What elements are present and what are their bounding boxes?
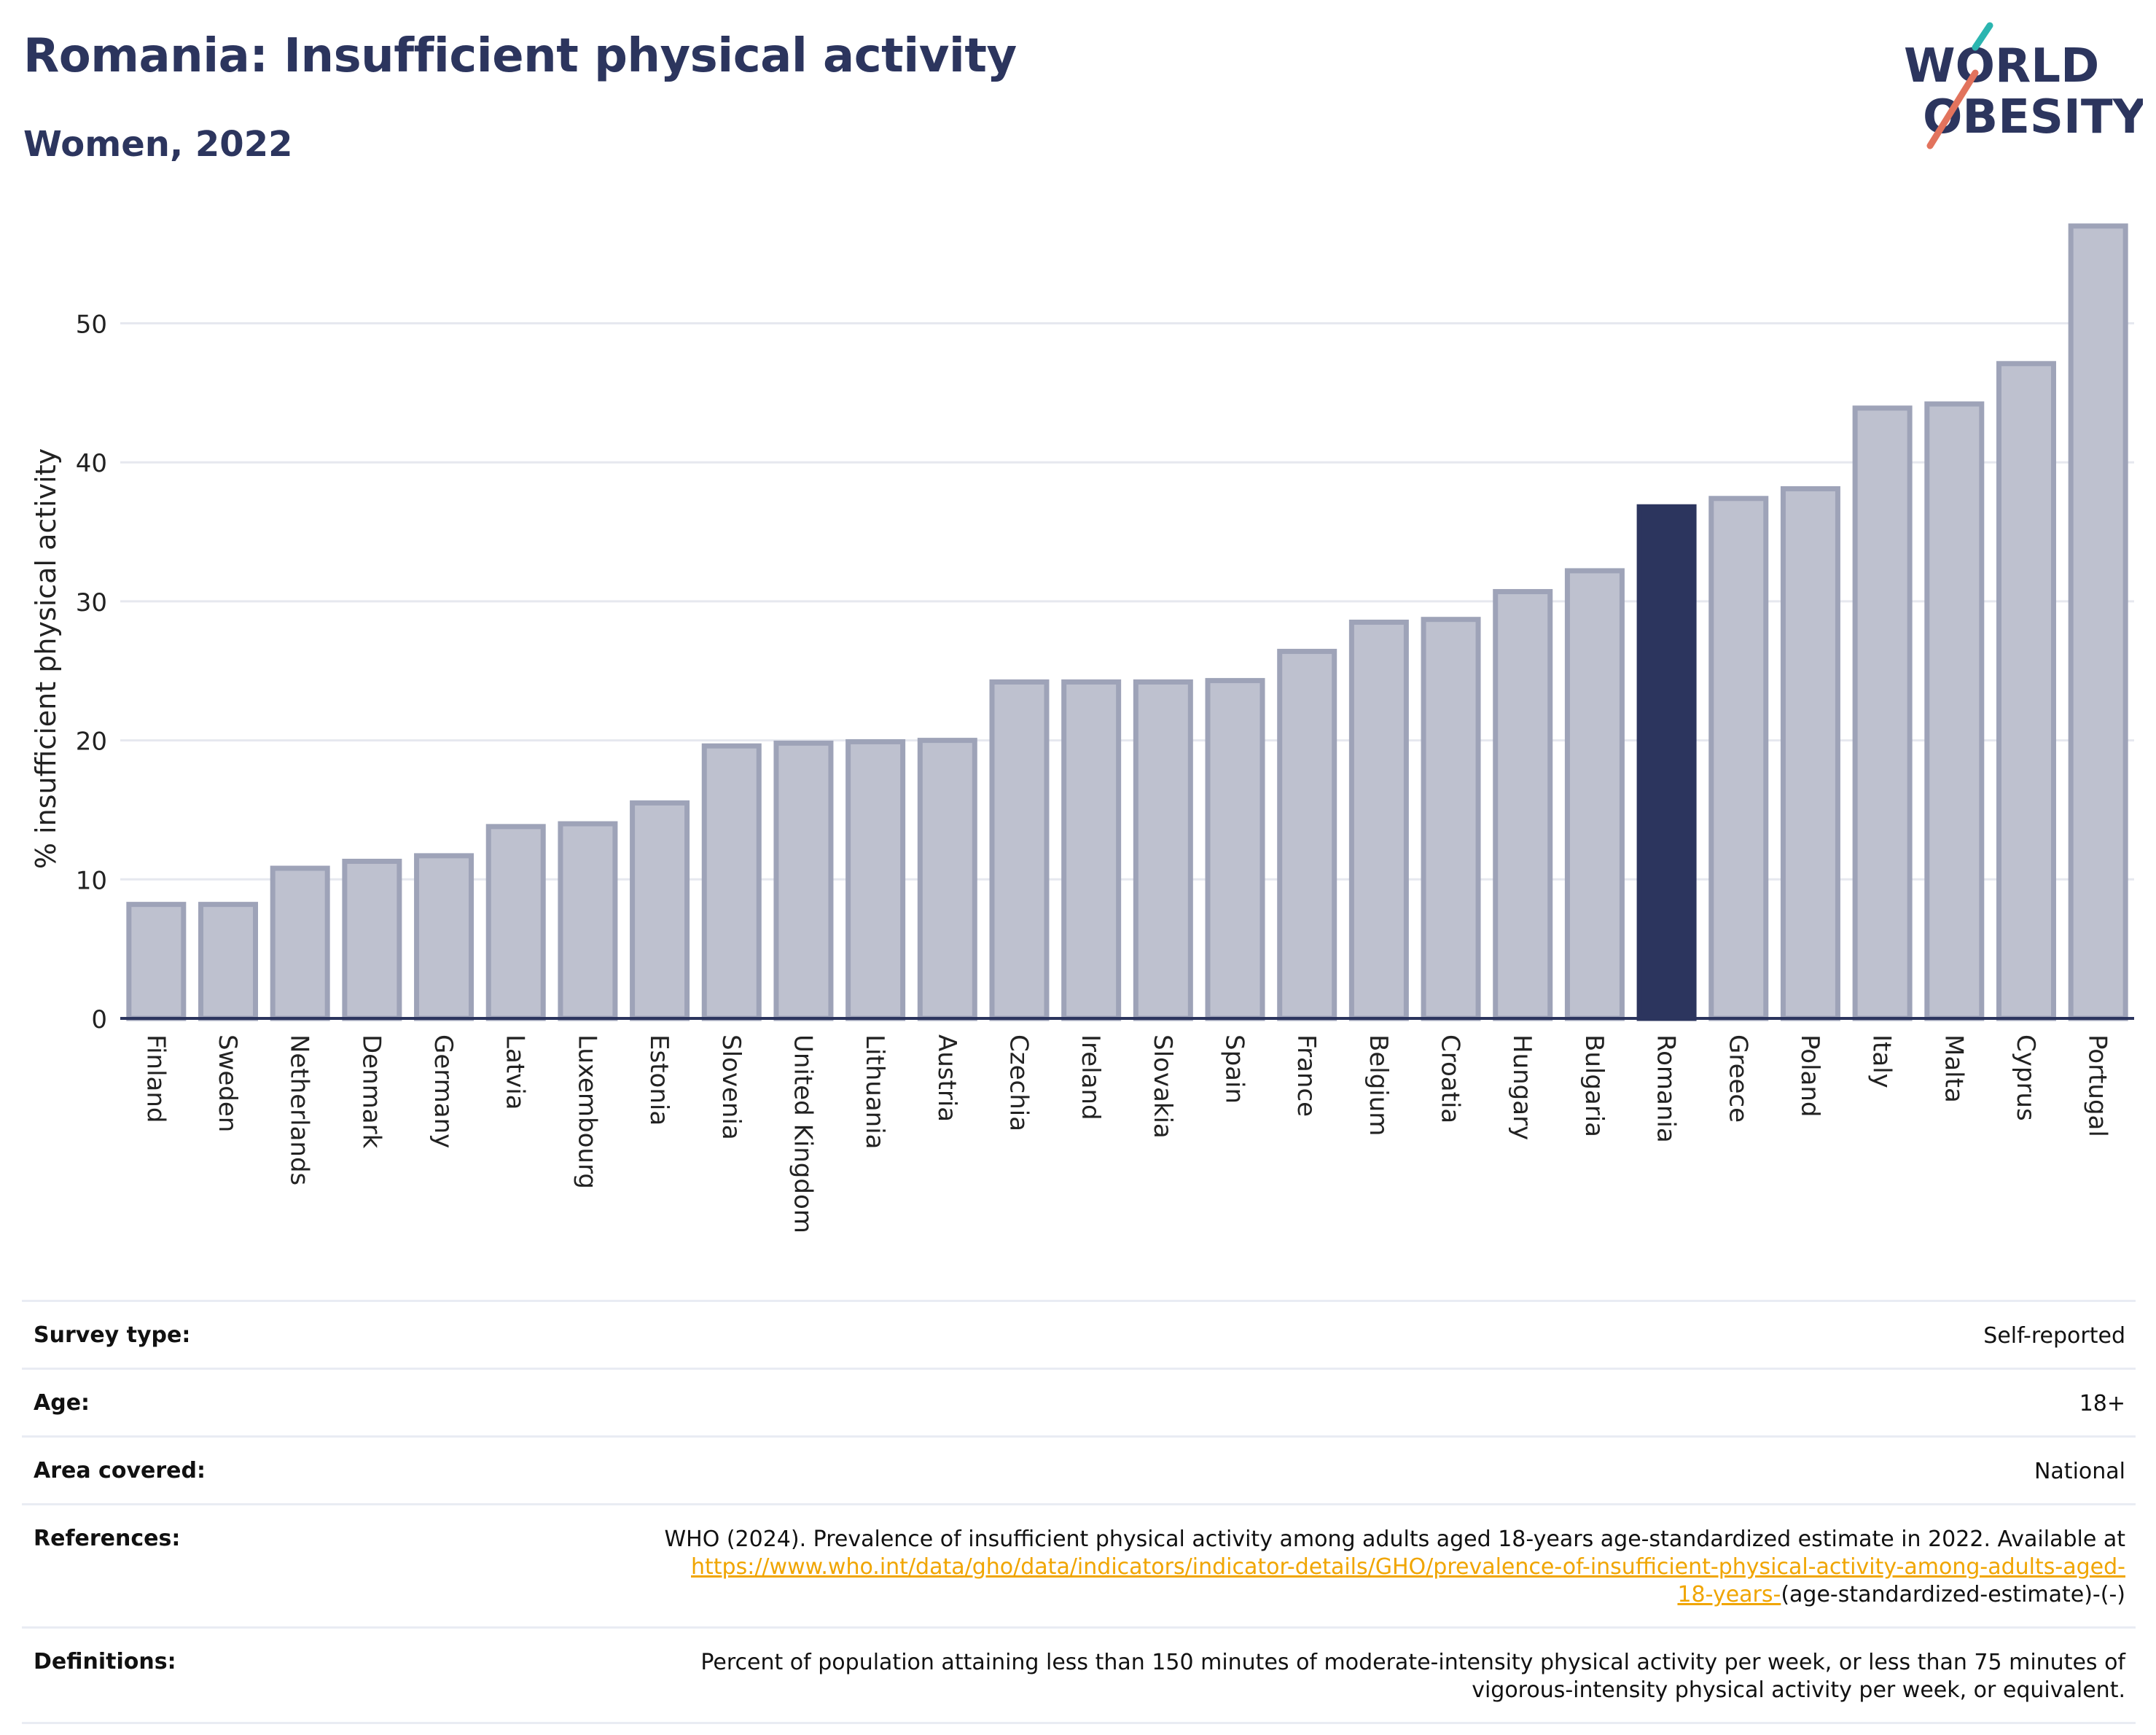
x-tick-label: Italy [1867, 1034, 1897, 1088]
info-row-definitions: Definitions: Percent of population attai… [22, 1626, 2136, 1724]
info-row-references: References: WHO (2024). Prevalence of in… [22, 1503, 2136, 1626]
y-tick-label: 10 [76, 866, 107, 895]
bar-france [1277, 649, 1337, 1021]
bar-spain [1205, 678, 1265, 1021]
definitions-value: Percent of population attaining less tha… [700, 1649, 2125, 1704]
bar-luxembourg [558, 821, 618, 1021]
bar-romania [1636, 504, 1697, 1021]
references-label: References: [34, 1526, 181, 1551]
x-tick-label: Latvia [501, 1034, 530, 1110]
bar-finland [126, 902, 187, 1021]
x-tick-label: Netherlands [285, 1034, 314, 1185]
chart-svg: 0 10 20 30 40 50 Finland Sweden Netherlands Denma… [30, 223, 2134, 1233]
survey-type-label: Survey type: [34, 1322, 191, 1348]
bar-italy [1852, 405, 1913, 1021]
x-tick-label: Denmark [356, 1034, 386, 1149]
references-text: WHO (2024). Prevalence of insufficient p… [664, 1527, 2125, 1552]
x-tick-label: Estonia [644, 1034, 673, 1126]
x-tick-label: Cyprus [2011, 1034, 2040, 1121]
bar-united-kingdom [773, 740, 834, 1021]
x-tick-label: Romania [1652, 1034, 1681, 1143]
age-label: Age: [34, 1390, 90, 1416]
bar-croatia [1421, 617, 1481, 1021]
logo-slash-teal [1972, 22, 1993, 51]
bar-poland [1780, 486, 1840, 1021]
info-row-survey-type: Survey type: Self-reported [22, 1300, 2136, 1368]
definitions-label: Definitions: [34, 1649, 176, 1674]
logo-line1: WORLD [1904, 39, 2099, 93]
x-tick-label: Finland [141, 1034, 170, 1123]
bar-latvia [485, 824, 546, 1021]
x-tick-label: Poland [1795, 1034, 1824, 1118]
age-value: 18+ [2079, 1391, 2125, 1416]
bar-ireland [1061, 679, 1122, 1021]
bar-cyprus [1996, 361, 2056, 1021]
bar-bulgaria [1564, 568, 1625, 1021]
x-tick-label: Sweden [213, 1034, 242, 1132]
references-link-line2: 18-years- [1677, 1582, 1781, 1607]
survey-type-value: Self-reported [1983, 1323, 2125, 1349]
bar-sweden [198, 902, 259, 1021]
area-value: National [2034, 1459, 2125, 1484]
x-tick-label: Greece [1723, 1034, 1752, 1123]
x-tick-label: Portugal [2083, 1034, 2112, 1137]
x-tick-label: France [1292, 1034, 1321, 1117]
bar-slovakia [1133, 679, 1193, 1021]
x-tick-label: Ireland [1076, 1034, 1105, 1120]
logo-slash-coral [1926, 69, 1979, 149]
x-tick-label: United Kingdom [788, 1034, 817, 1233]
bar-slovenia [701, 743, 762, 1021]
y-tick-label: 40 [76, 449, 107, 478]
info-row-area: Area covered: National [22, 1435, 2136, 1503]
axes: 0 10 20 30 40 50 Finland Sweden Netherlands Denma… [76, 310, 2134, 1233]
x-tick-label: Malta [1939, 1034, 1968, 1103]
references-link[interactable]: https://www.who.int/data/gho/data/indica… [691, 1554, 2125, 1607]
x-tick-label: Germany [429, 1034, 458, 1148]
y-tick-label: 0 [91, 1005, 107, 1034]
x-tick-label: Spain [1220, 1034, 1249, 1104]
x-tick-label: Lithuania [860, 1034, 889, 1149]
references-tail: (age-standardized-estimate)-(-) [1781, 1582, 2125, 1607]
area-label: Area covered: [34, 1458, 206, 1483]
bar-greece [1708, 496, 1769, 1021]
bar-belgium [1348, 620, 1409, 1021]
x-tick-label: Hungary [1507, 1034, 1536, 1140]
references-value: WHO (2024). Prevalence of insufficient p… [664, 1526, 2125, 1609]
page-title: Romania: Insufficient physical activity [23, 29, 1017, 83]
bar-hungary [1493, 589, 1553, 1021]
x-tick-label: Czechia [1004, 1034, 1033, 1131]
x-tick-label: Austria [932, 1034, 961, 1122]
y-tick-label: 20 [76, 728, 107, 757]
references-link-line1: https://www.who.int/data/gho/data/indica… [691, 1554, 2125, 1580]
page-subtitle: Women, 2022 [23, 124, 293, 165]
y-tick-label: 50 [76, 310, 107, 339]
bar-portugal [2068, 223, 2128, 1021]
x-tick-label: Bulgaria [1579, 1034, 1609, 1137]
x-tick-label: Belgium [1364, 1034, 1393, 1136]
bar-germany [414, 853, 474, 1021]
bar-lithuania [845, 739, 906, 1021]
definitions-line1: Percent of population attaining less tha… [700, 1650, 2125, 1675]
bar-czechia [989, 679, 1050, 1021]
x-tick-label: Croatia [1436, 1034, 1465, 1123]
definitions-line2: vigorous-intensity physical activity per… [1472, 1677, 2125, 1703]
bar-chart: 0 10 20 30 40 50 Finland Sweden Netherlands Denma… [0, 182, 2156, 1276]
x-tick-label: Slovakia [1148, 1034, 1177, 1139]
x-tick-label: Slovenia [716, 1034, 746, 1140]
bar-denmark [342, 859, 402, 1021]
y-axis-label: % insufficient physical activity [30, 448, 62, 869]
info-table: Survey type: Self-reported Age: 18+ Area… [22, 1300, 2136, 1724]
info-row-age: Age: 18+ [22, 1368, 2136, 1435]
bar-netherlands [270, 865, 330, 1021]
y-tick-label: 30 [76, 588, 107, 617]
bar-austria [917, 738, 977, 1021]
bar-estonia [630, 800, 690, 1021]
x-tick-label: Luxembourg [572, 1034, 601, 1189]
world-obesity-logo: WORLD OBESITY [1895, 22, 2147, 153]
bar-malta [1924, 401, 1985, 1021]
bars [126, 223, 2128, 1021]
